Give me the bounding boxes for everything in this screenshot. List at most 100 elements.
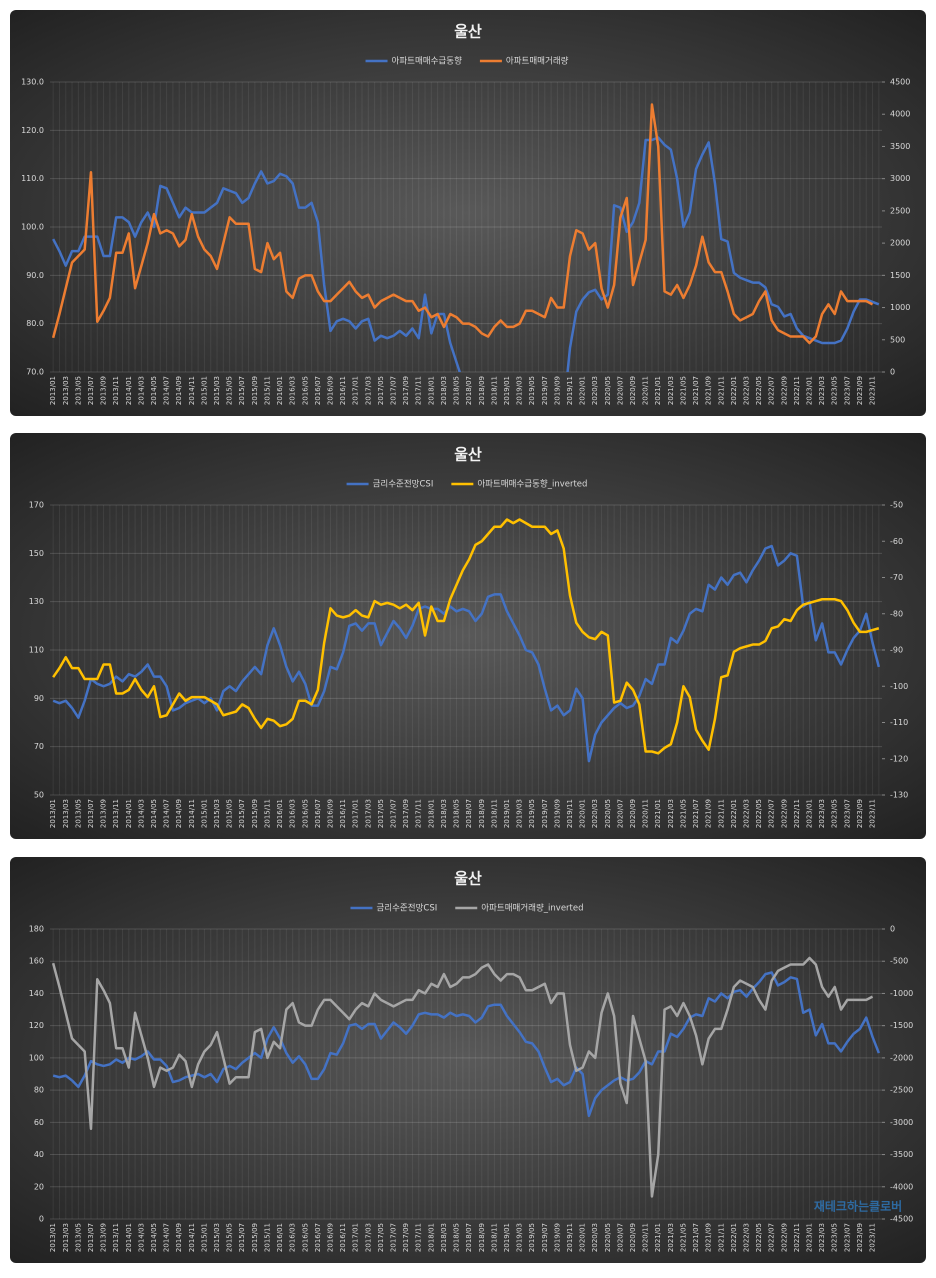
x-tick-label: 2022/09 <box>780 799 788 828</box>
x-tick-label: 2018/03 <box>440 376 448 405</box>
x-tick-label: 2017/01 <box>352 376 360 405</box>
y-tick-label: 80.0 <box>26 319 44 328</box>
x-tick-label: 2014/07 <box>163 1223 171 1252</box>
x-tick-label: 2022/03 <box>742 1223 750 1252</box>
x-tick-label: 2014/01 <box>125 1223 133 1252</box>
y-tick-label: 80 <box>34 1086 44 1095</box>
x-tick-label: 2016/05 <box>301 376 309 405</box>
y2-tick-label: 3500 <box>890 142 910 151</box>
x-tick-label: 2018/01 <box>427 799 435 828</box>
x-tick-label: 2016/09 <box>326 376 334 405</box>
x-tick-label: 2016/07 <box>314 376 322 405</box>
x-tick-label: 2018/09 <box>478 376 486 405</box>
x-tick-label: 2019/03 <box>516 799 524 828</box>
x-tick-label: 2019/01 <box>503 799 511 828</box>
x-tick-label: 2016/05 <box>301 1223 309 1252</box>
x-tick-label: 2013/05 <box>74 1223 82 1252</box>
x-tick-label: 2021/01 <box>654 799 662 828</box>
x-tick-label: 2016/11 <box>339 376 347 405</box>
x-tick-label: 2017/01 <box>352 1223 360 1252</box>
x-tick-label: 2020/03 <box>591 376 599 405</box>
x-tick-label: 2014/11 <box>188 1223 196 1252</box>
x-tick-label: 2020/01 <box>579 1223 587 1252</box>
x-tick-label: 2014/03 <box>137 799 145 828</box>
x-tick-label: 2016/11 <box>339 799 347 828</box>
x-tick-label: 2020/05 <box>604 376 612 405</box>
y2-tick-label: -100 <box>890 682 908 691</box>
x-tick-label: 2023/07 <box>843 376 851 405</box>
x-tick-label: 2013/01 <box>49 1223 57 1252</box>
x-tick-label: 2019/05 <box>528 799 536 828</box>
x-tick-label: 2019/09 <box>553 1223 561 1252</box>
chart: 울산 2013/01 2013/03 2013/05 2013/07 2013/09 201… <box>10 433 926 839</box>
y-tick-label: 120 <box>29 1021 44 1030</box>
x-tick-label: 2023/03 <box>818 1223 826 1252</box>
x-tick-label: 2014/05 <box>150 376 158 405</box>
x-tick-label: 2023/11 <box>869 1223 877 1252</box>
x-tick-label: 2017/09 <box>402 376 410 405</box>
y-tick-label: 40 <box>34 1150 44 1159</box>
x-tick-label: 2023/09 <box>856 1223 864 1252</box>
series-line <box>52 518 880 755</box>
x-tick-label: 2013/09 <box>100 799 108 828</box>
x-tick-label: 2015/01 <box>200 799 208 828</box>
x-tick-label: 2015/03 <box>213 799 221 828</box>
x-tick-label: 2017/05 <box>377 799 385 828</box>
y2-tick-label: 4000 <box>890 110 910 119</box>
x-tick-label: 2014/03 <box>137 1223 145 1252</box>
x-tick-label: 2019/03 <box>516 376 524 405</box>
x-tick-label: 2017/11 <box>415 1223 423 1252</box>
y2-tick-label: -4500 <box>890 1215 913 1224</box>
x-tick-label: 2022/09 <box>780 376 788 405</box>
y-tick-label: 110 <box>29 646 44 655</box>
x-tick-label: 2019/07 <box>541 799 549 828</box>
x-tick-label: 2021/01 <box>654 376 662 405</box>
x-tick-label: 2017/07 <box>390 376 398 405</box>
x-tick-label: 2016/01 <box>276 799 284 828</box>
x-tick-label: 2019/01 <box>503 1223 511 1252</box>
x-tick-label: 2023/01 <box>806 799 814 828</box>
x-tick-label: 2021/07 <box>692 799 700 828</box>
x-tick-label: 2020/07 <box>616 376 624 405</box>
chart: 울산 2013/01 2013/03 2013/05 2013/07 2013/09 201… <box>10 10 926 416</box>
x-tick-label: 2014/01 <box>125 799 133 828</box>
y-tick-label: 20 <box>34 1182 44 1191</box>
x-tick-label: 2015/07 <box>238 1223 246 1252</box>
x-tick-label: 2023/05 <box>831 1223 839 1252</box>
x-tick-label: 2016/09 <box>326 799 334 828</box>
x-tick-label: 2023/03 <box>818 799 826 828</box>
x-tick-label: 2015/03 <box>213 376 221 405</box>
y2-tick-label: -110 <box>890 718 908 727</box>
x-tick-label: 2020/11 <box>642 799 650 828</box>
y2-tick-label: 2000 <box>890 239 910 248</box>
x-tick-label: 2013/07 <box>87 376 95 405</box>
x-tick-label: 2022/11 <box>793 799 801 828</box>
x-tick-label: 2017/03 <box>364 376 372 405</box>
x-tick-label: 2022/01 <box>730 376 738 405</box>
x-tick-label: 2013/05 <box>74 376 82 405</box>
x-tick-label: 2014/09 <box>175 376 183 405</box>
x-tick-label: 2014/07 <box>163 376 171 405</box>
legend-label: 금리수준전망CSI <box>373 479 434 490</box>
x-tick-label: 2018/09 <box>478 799 486 828</box>
legend-label: 금리수준전망CSI <box>376 903 437 914</box>
x-tick-label: 2013/01 <box>49 799 57 828</box>
y-tick-label: 180 <box>29 925 44 934</box>
y2-tick-label: 1000 <box>890 303 910 312</box>
x-tick-label: 2018/11 <box>490 1223 498 1252</box>
x-tick-label: 2015/05 <box>226 376 234 405</box>
y-tick-label: 90 <box>34 694 44 703</box>
y-tick-label: 60 <box>34 1118 44 1127</box>
x-tick-label: 2019/07 <box>541 376 549 405</box>
x-tick-label: 2023/11 <box>869 799 877 828</box>
y2-tick-label: -80 <box>890 609 903 618</box>
x-tick-label: 2021/09 <box>705 376 713 405</box>
x-tick-label: 2014/05 <box>150 1223 158 1252</box>
x-tick-label: 2013/07 <box>87 1223 95 1252</box>
x-tick-label: 2022/05 <box>755 1223 763 1252</box>
y-tick-label: 50 <box>34 791 44 800</box>
y2-tick-label: -60 <box>890 537 903 546</box>
x-tick-label: 2022/07 <box>768 799 776 828</box>
x-tick-label: 2020/03 <box>591 799 599 828</box>
x-tick-label: 2022/01 <box>730 1223 738 1252</box>
